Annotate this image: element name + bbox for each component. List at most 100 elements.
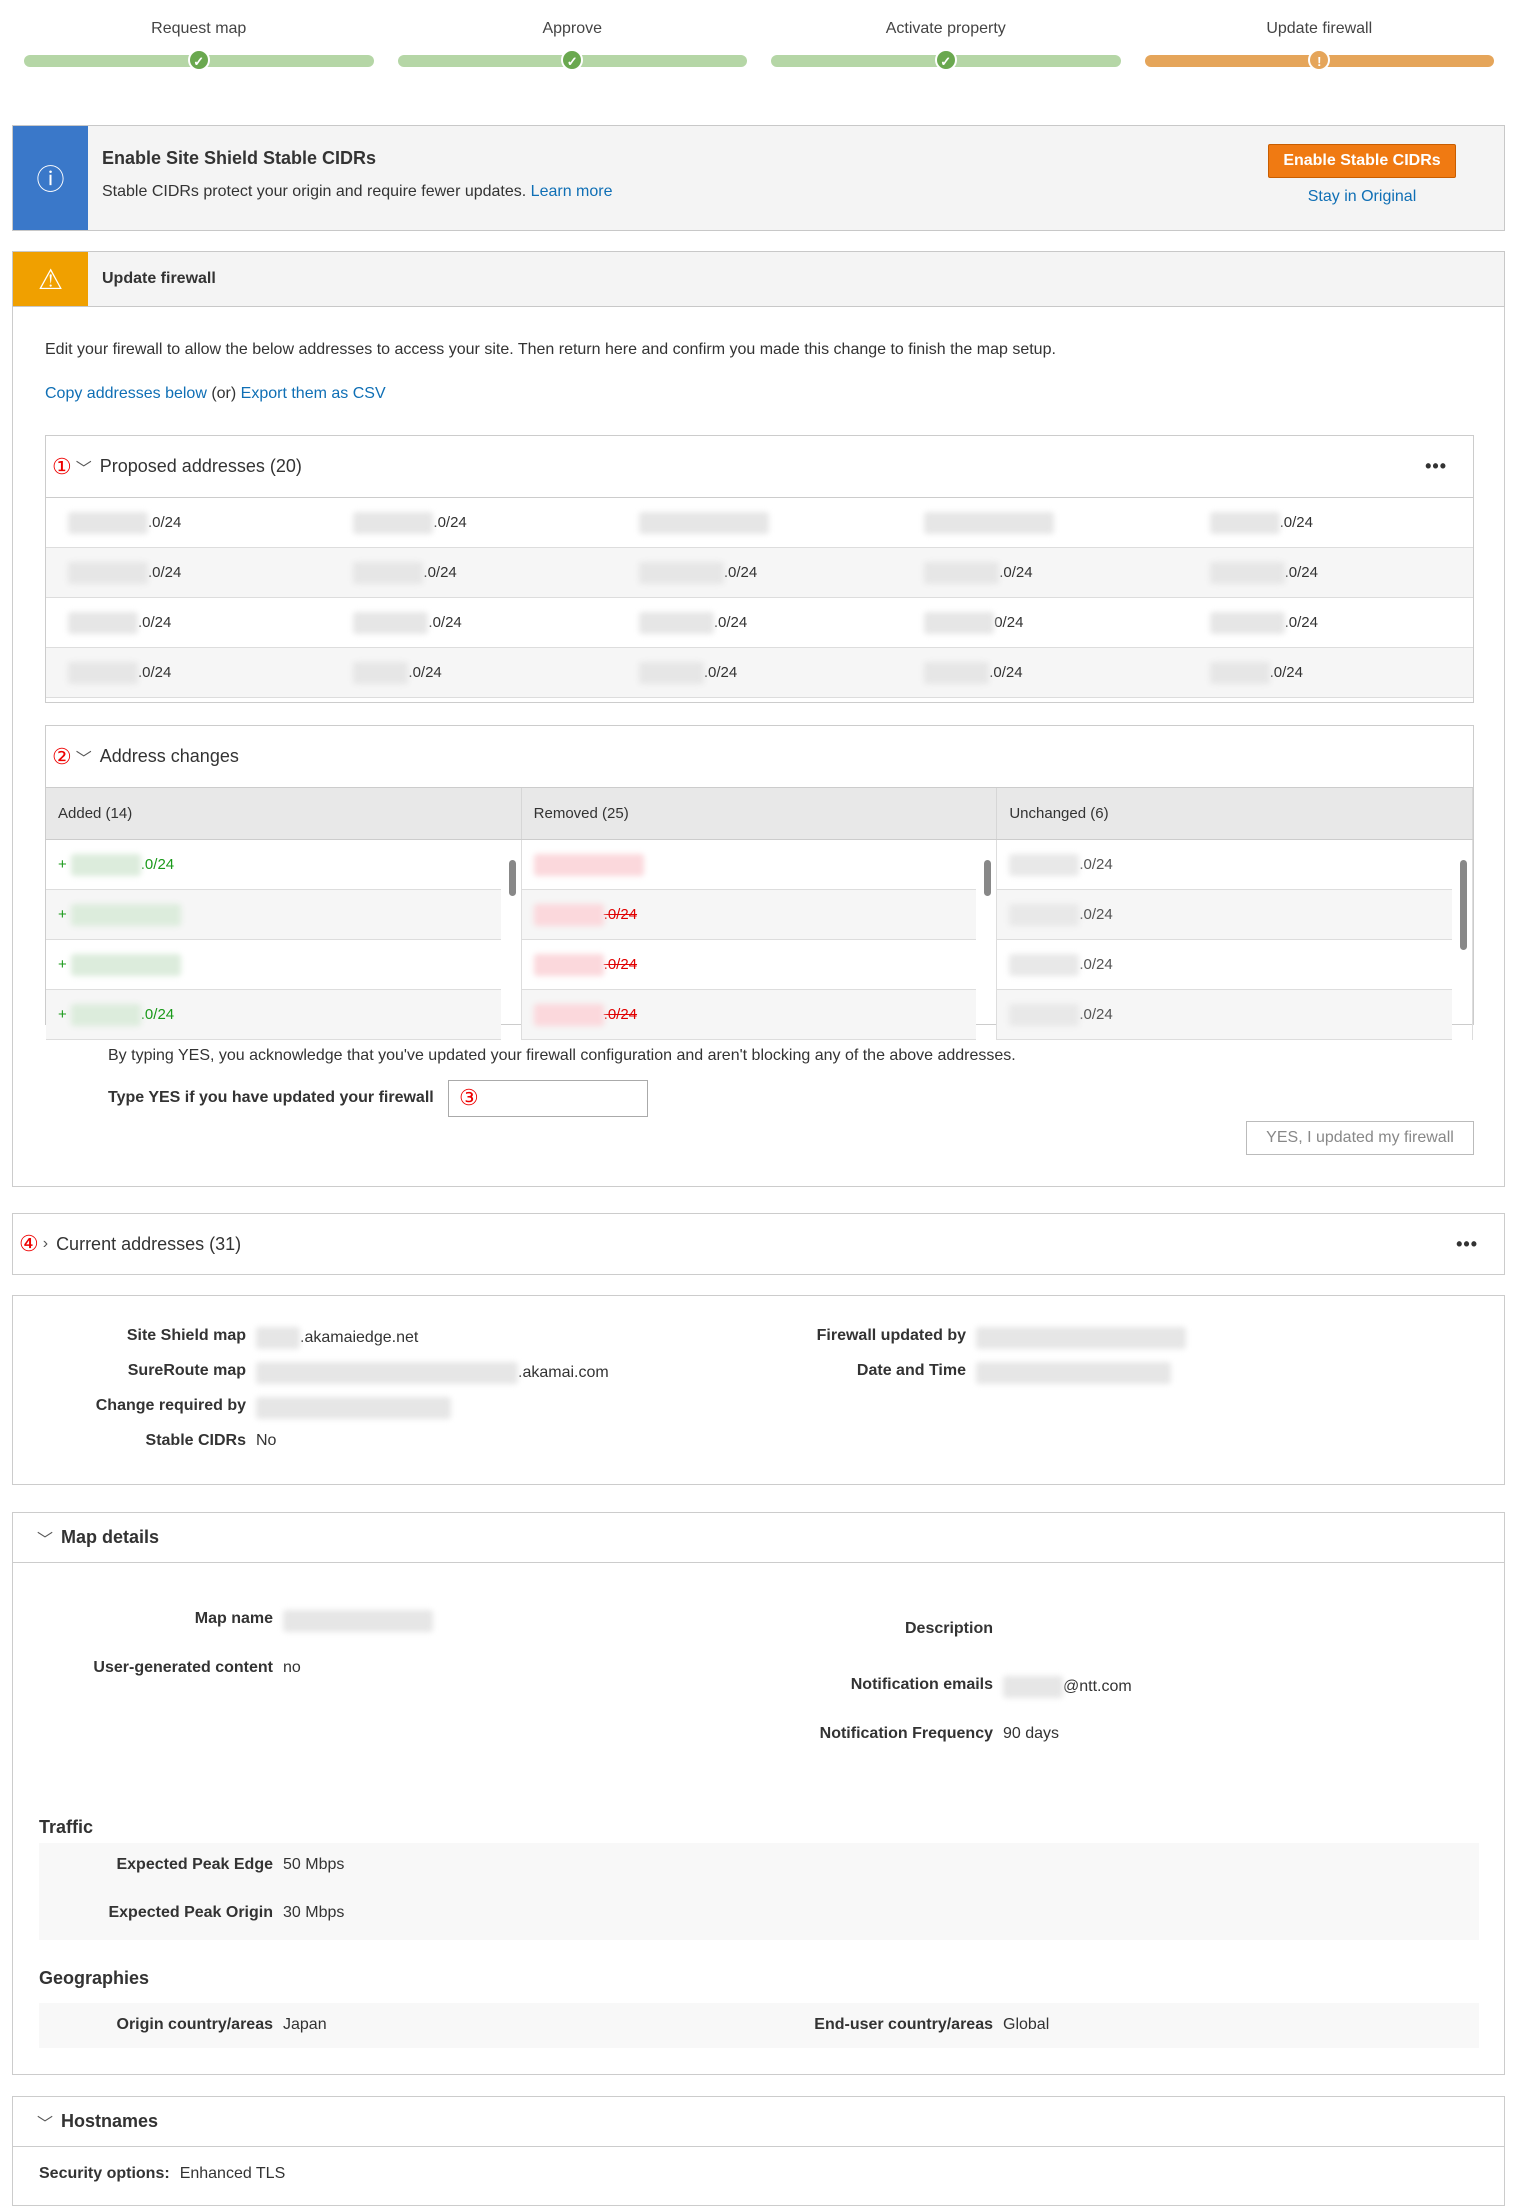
more-options-icon[interactable]: ••• bbox=[1425, 456, 1447, 476]
redacted bbox=[70, 1003, 141, 1026]
address-suffix: .0/24 bbox=[148, 564, 182, 581]
redacted bbox=[1009, 953, 1080, 976]
marker-1: ① bbox=[52, 453, 72, 479]
map-details-title: Map details bbox=[61, 1527, 160, 1547]
address-suffix: .0/24 bbox=[723, 564, 758, 581]
frequency-label: Notification Frequency bbox=[819, 1725, 993, 1742]
firewall-updated-label: Firewall updated by bbox=[816, 1327, 966, 1344]
ugc-value: no bbox=[283, 1659, 301, 1676]
redacted bbox=[924, 611, 995, 634]
redacted bbox=[924, 561, 1000, 584]
address-suffix: .0/24 bbox=[428, 614, 462, 631]
stable-cidrs-banner: ⓘ Enable Site Shield Stable CIDRs Stable… bbox=[12, 125, 1505, 231]
added-header: Added (14) bbox=[46, 788, 522, 839]
yes-input[interactable]: ③ bbox=[448, 1080, 648, 1117]
peak-origin-value: 30 Mbps bbox=[283, 1904, 345, 1921]
removed-column: .0/24 .0/24 .0/24 bbox=[521, 840, 998, 1040]
confirm-firewall-button[interactable]: YES, I updated my firewall bbox=[1246, 1121, 1474, 1155]
hostnames-header[interactable]: ﹀ Hostnames bbox=[13, 2097, 1504, 2147]
address-suffix: .0/24 bbox=[1284, 564, 1318, 581]
origin-label: Origin country/areas bbox=[116, 2016, 274, 2033]
address-changes-section: ② ﹀ Address changes Added (14) Removed (25… bbox=[45, 725, 1474, 1040]
export-csv-link[interactable]: Export them as CSV bbox=[240, 385, 386, 402]
scrollbar[interactable] bbox=[1458, 844, 1468, 1036]
address-suffix: .0/24 bbox=[1279, 514, 1313, 531]
table-row: .0/24 .0/24 .0/24 .0/24 .0/24 bbox=[46, 548, 1473, 598]
address-changes-header[interactable]: ② ﹀ Address changes bbox=[46, 726, 1473, 788]
address-cell: .0/24 bbox=[902, 661, 1187, 684]
redacted bbox=[1209, 661, 1270, 684]
redacted bbox=[1209, 561, 1285, 584]
step-activate-property: Activate property ✓ bbox=[771, 0, 1121, 80]
scrollbar[interactable] bbox=[982, 844, 992, 1036]
peak-edge-value: 50 Mbps bbox=[283, 1856, 345, 1873]
scrollbar-thumb[interactable] bbox=[508, 860, 516, 896]
address-cell: .0/24 bbox=[46, 561, 331, 584]
address-suffix: .0/24 bbox=[148, 514, 182, 531]
address-suffix: .0/24 bbox=[713, 614, 748, 631]
address-cell: .0/24 bbox=[617, 661, 902, 684]
stable-cidrs-label: Stable CIDRs bbox=[145, 1432, 246, 1449]
redacted bbox=[976, 1327, 1186, 1349]
map-details-section: ﹀ Map details Map name User-generated con… bbox=[12, 1512, 1505, 2075]
address-cell: .0/24 bbox=[331, 561, 616, 584]
address-suffix: .0/24 bbox=[999, 564, 1033, 581]
scrollbar-thumb[interactable] bbox=[984, 860, 992, 896]
address-suffix: .0/24 bbox=[1079, 956, 1113, 973]
address-suffix: .0/24 bbox=[1079, 856, 1113, 873]
redacted bbox=[533, 853, 644, 876]
scrollbar[interactable] bbox=[507, 844, 517, 1036]
address-suffix: .0/24 bbox=[433, 514, 467, 531]
stay-in-original-link[interactable]: Stay in Original bbox=[1307, 188, 1417, 205]
description-label: Description bbox=[904, 1620, 993, 1637]
redacted bbox=[70, 853, 141, 876]
redacted bbox=[283, 1610, 433, 1632]
address-cell: .0/24 bbox=[902, 561, 1187, 584]
address-suffix: 0/24 bbox=[994, 614, 1024, 631]
chevron-down-icon: ﹀ bbox=[37, 2115, 54, 2133]
redacted bbox=[638, 561, 724, 584]
scrollbar-thumb[interactable] bbox=[1460, 860, 1468, 950]
traffic-title: Traffic bbox=[39, 1817, 94, 1837]
change-required-label: Change required by bbox=[95, 1397, 246, 1414]
chevron-down-icon: ﹀ bbox=[37, 1531, 54, 1549]
exclamation-icon: ! bbox=[1308, 49, 1331, 71]
current-addresses-header[interactable]: ④ › Current addresses (31) ••• bbox=[13, 1214, 1504, 1274]
list-item bbox=[521, 840, 977, 890]
redacted bbox=[353, 661, 409, 684]
site-shield-value: .akamaiedge.net bbox=[300, 1329, 419, 1347]
address-suffix: .0/24 bbox=[1269, 664, 1303, 681]
address-suffix: .0/24 bbox=[140, 856, 175, 873]
list-item: .0/24 bbox=[521, 890, 977, 940]
banner-text: Stable CIDRs protect your origin and req… bbox=[102, 183, 527, 200]
changes-table-body: + .0/24 + + + .0/24 .0/24 .0/24 .0/24 .0/24 .0/24.… bbox=[46, 840, 1474, 1040]
address-cell: .0/24 bbox=[617, 561, 902, 584]
copy-addresses-link[interactable]: Copy addresses below bbox=[45, 385, 207, 402]
table-row: .0/24 .0/24 .0/24 0/24 .0/24 bbox=[46, 598, 1473, 648]
enable-stable-cidrs-button[interactable]: Enable Stable CIDRs bbox=[1268, 144, 1456, 178]
map-summary: Site Shield map .akamaiedge.net SureRoute… bbox=[12, 1295, 1505, 1485]
changes-table-header: Added (14) Removed (25) Unchanged (6) bbox=[46, 788, 1474, 840]
map-details-header[interactable]: ﹀ Map details bbox=[13, 1513, 1504, 1563]
redacted bbox=[638, 511, 769, 534]
redacted bbox=[256, 1362, 518, 1384]
address-cell bbox=[902, 511, 1187, 534]
address-suffix: .0/24 bbox=[140, 1006, 175, 1023]
redacted bbox=[353, 611, 429, 634]
info-icon: ⓘ bbox=[13, 126, 88, 230]
geographies-title: Geographies bbox=[39, 1968, 150, 1988]
step-approve: Approve ✓ bbox=[397, 0, 747, 80]
redacted bbox=[924, 661, 990, 684]
redacted bbox=[353, 561, 424, 584]
added-prefix: + bbox=[58, 956, 67, 973]
redacted bbox=[638, 661, 704, 684]
proposed-header[interactable]: ① ﹀ Proposed addresses (20) ••• bbox=[46, 436, 1473, 498]
more-options-icon[interactable]: ••• bbox=[1456, 1233, 1478, 1254]
step-request-map: Request map ✓ bbox=[24, 0, 374, 80]
redacted bbox=[68, 561, 148, 584]
address-cell: .0/24 bbox=[331, 661, 616, 684]
learn-more-link[interactable]: Learn more bbox=[530, 183, 613, 200]
redacted bbox=[68, 611, 138, 634]
redacted bbox=[924, 511, 1055, 534]
address-suffix: .0/24 bbox=[603, 956, 638, 973]
